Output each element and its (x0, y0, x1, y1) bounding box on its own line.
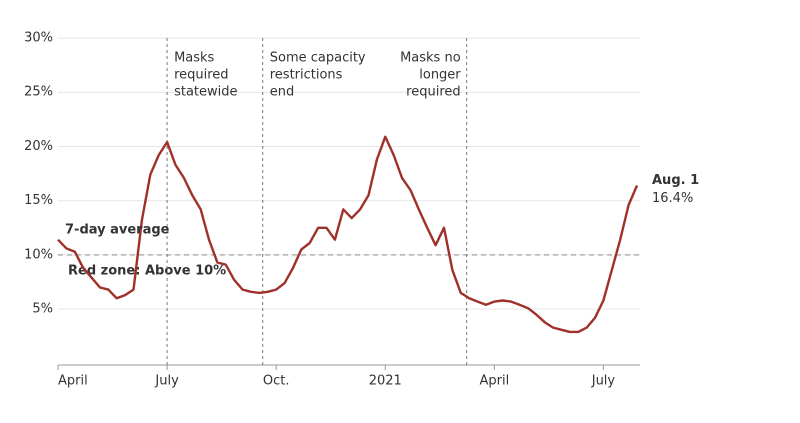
event-label: required (174, 68, 228, 83)
y-tick-label: 30% (24, 31, 53, 46)
event-label: Some capacity (270, 51, 366, 66)
event-label: end (270, 85, 295, 100)
event-label: Masks no (400, 51, 461, 66)
x-tick-label: April (58, 374, 88, 389)
y-tick-label: 10% (24, 247, 53, 262)
event-label: required (406, 85, 460, 100)
event-label: restrictions (270, 68, 343, 83)
x-tick-label: April (479, 374, 509, 389)
x-tick-label: July (154, 374, 179, 389)
data-line (57, 135, 639, 334)
event-label: Masks (174, 51, 214, 66)
y-tick-label: 20% (24, 139, 53, 154)
y-tick-label: 5% (32, 302, 53, 317)
reference-label: Red zone: Above 10% (68, 263, 226, 278)
x-tick-label: Oct. (263, 374, 290, 389)
value-label: 16.4% (652, 191, 693, 206)
event-label: statewide (174, 85, 237, 100)
x-tick-label: July (591, 374, 616, 389)
y-tick-label: 15% (24, 193, 53, 208)
legend-label: 7-day average (65, 223, 170, 238)
y-tick-label: 25% (24, 85, 53, 100)
end-date-label: Aug. 1 (652, 173, 699, 188)
event-label: longer (419, 68, 461, 83)
x-tick-label: 2021 (369, 374, 402, 389)
